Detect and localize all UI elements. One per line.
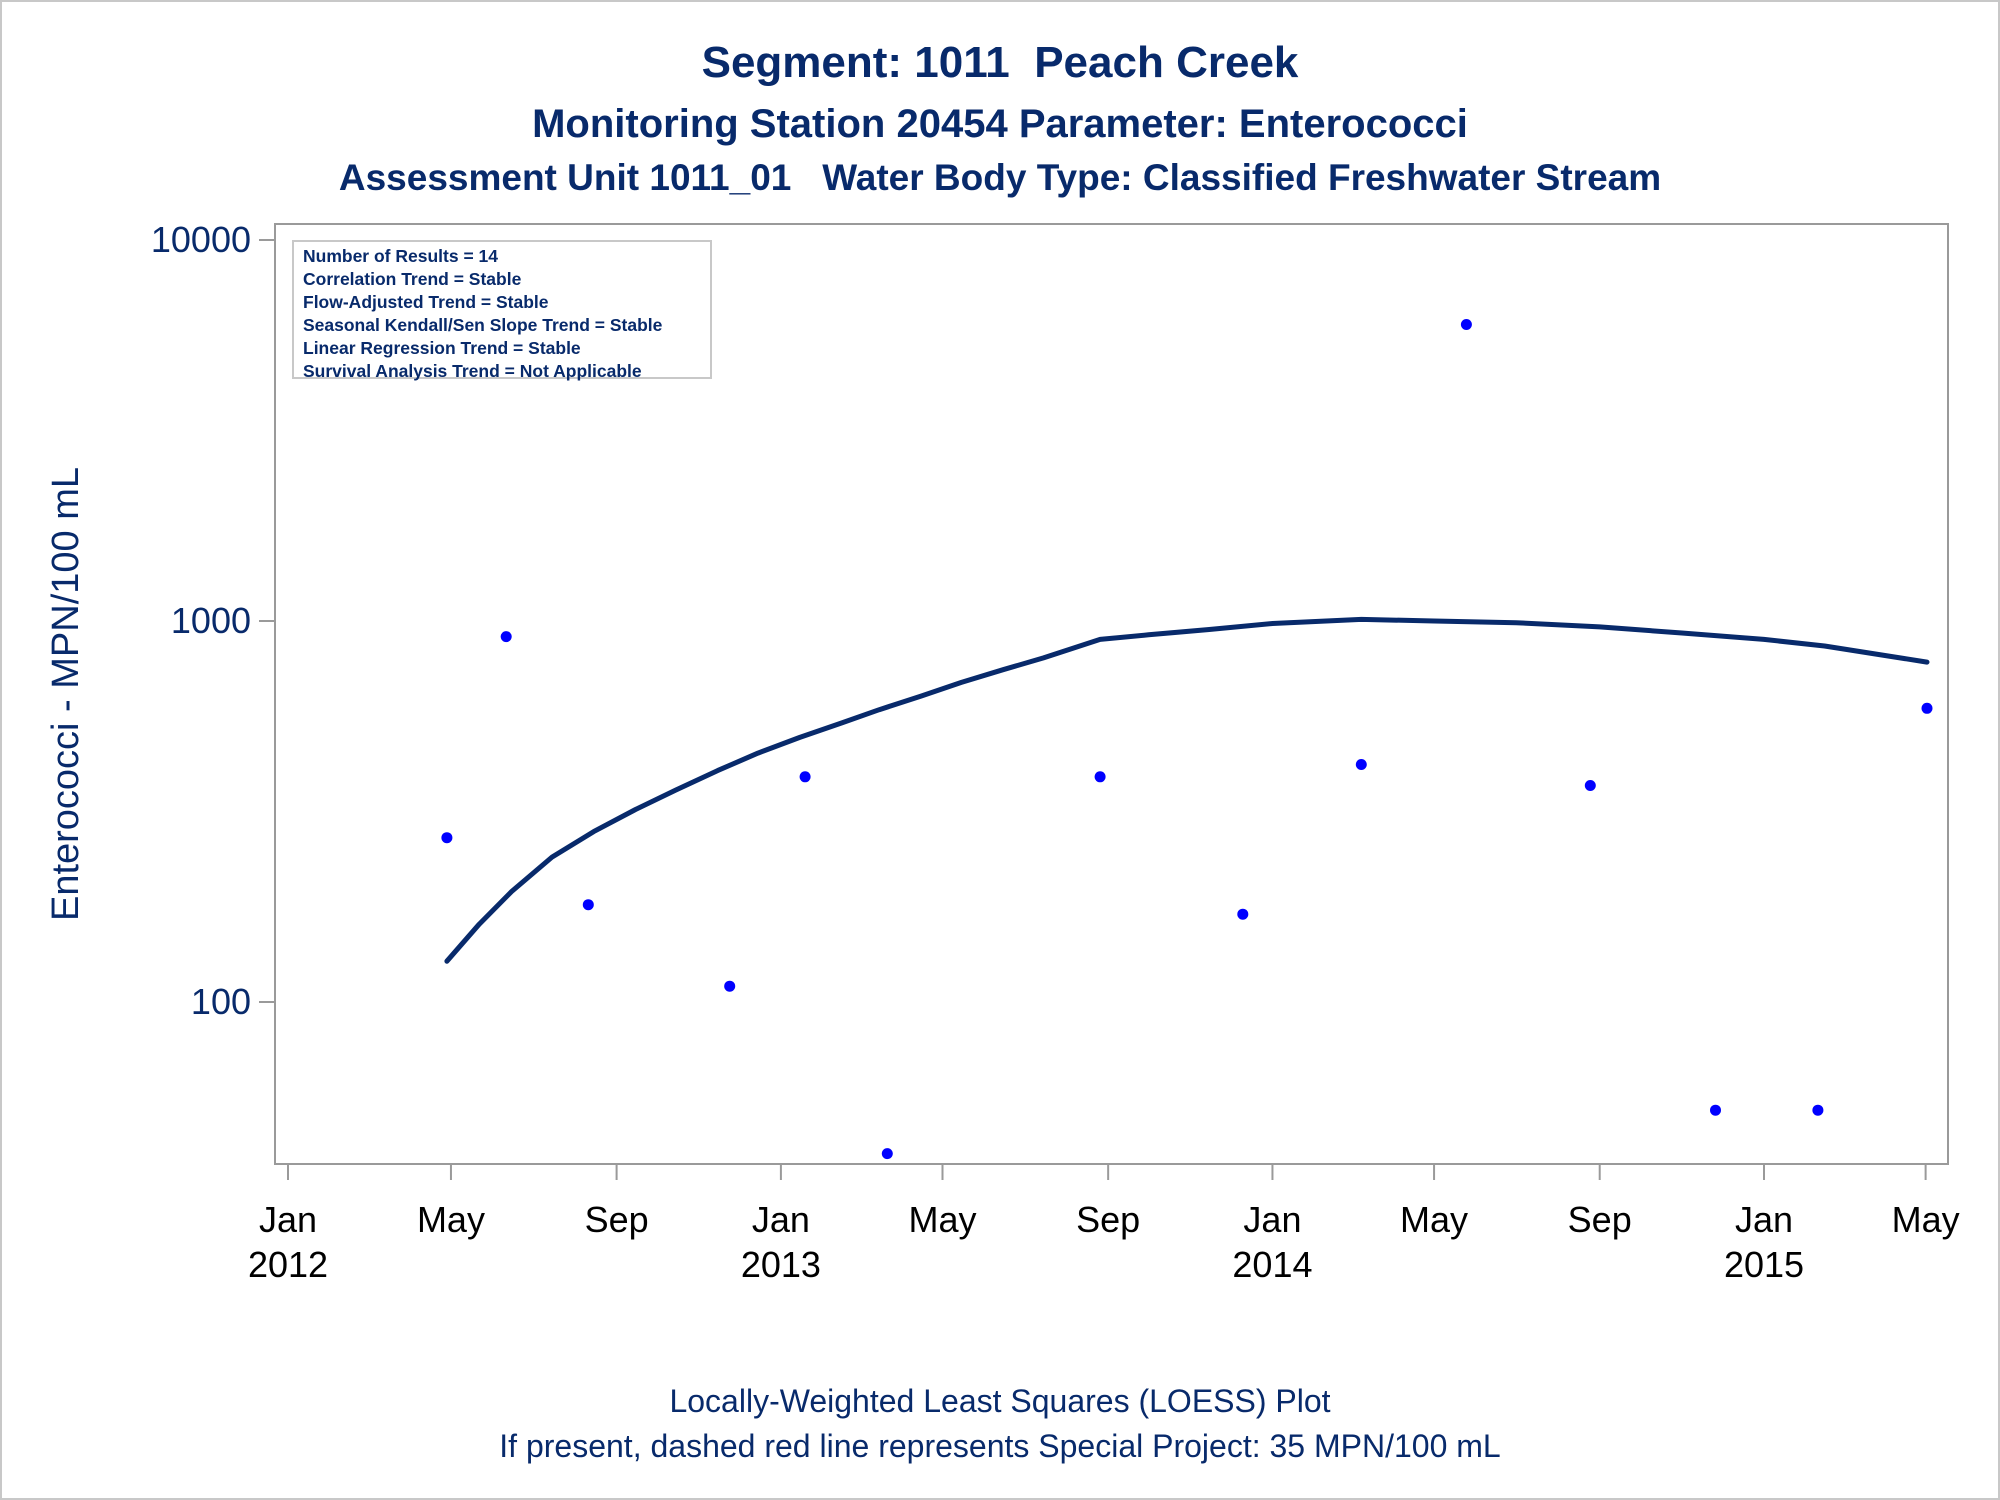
chart-subtitle-assessment: Assessment Unit 1011_01 Water Body Type:… bbox=[338, 157, 1662, 198]
x-tick-label: Jan bbox=[259, 1199, 317, 1240]
data-point bbox=[1921, 702, 1933, 714]
footnote-special-project: If present, dashed red line represents S… bbox=[499, 1428, 1501, 1464]
data-point bbox=[500, 631, 512, 643]
loess-line bbox=[444, 616, 1930, 964]
inset-line-results: Number of Results = 14 bbox=[303, 246, 498, 266]
x-tick-label: Sep bbox=[585, 1199, 649, 1240]
trend-summary-inset: Number of Results = 14 Correlation Trend… bbox=[292, 240, 712, 381]
data-point bbox=[1460, 319, 1472, 330]
y-tick-label: 100 bbox=[191, 981, 251, 1022]
x-tick-label: Jan bbox=[752, 1199, 810, 1240]
data-point bbox=[724, 980, 736, 992]
x-tick-label: 2014 bbox=[1232, 1244, 1312, 1285]
inset-line-correlation: Correlation Trend = Stable bbox=[303, 269, 522, 289]
data-point bbox=[441, 832, 453, 844]
x-tick-label: Sep bbox=[1568, 1199, 1632, 1240]
data-point bbox=[1355, 759, 1367, 770]
x-tick-label: 2012 bbox=[248, 1244, 328, 1285]
data-point bbox=[1237, 908, 1249, 920]
x-tick-label: Jan bbox=[1735, 1199, 1793, 1240]
data-point bbox=[582, 899, 594, 911]
inset-line-flow-adjusted: Flow-Adjusted Trend = Stable bbox=[303, 292, 549, 312]
inset-line-linear-regression: Linear Regression Trend = Stable bbox=[303, 338, 581, 358]
plot-area bbox=[274, 223, 1949, 1165]
data-point bbox=[1094, 771, 1106, 783]
x-tick-label: 2015 bbox=[1724, 1244, 1804, 1285]
y-tick-label: 10000 bbox=[151, 219, 251, 260]
x-tick-label: Sep bbox=[1076, 1199, 1140, 1240]
y-tick-label: 1000 bbox=[171, 600, 251, 641]
data-point bbox=[1584, 780, 1596, 791]
y-axis-title: Enterococci - MPN/100 mL bbox=[45, 467, 87, 921]
inset-line-seasonal-kendall: Seasonal Kendall/Sen Slope Trend = Stabl… bbox=[303, 315, 663, 335]
inset-line-survival: Survival Analysis Trend = Not Applicable bbox=[303, 361, 642, 381]
data-point bbox=[799, 771, 811, 783]
data-point bbox=[1812, 1104, 1824, 1116]
x-tick-label: 2013 bbox=[741, 1244, 821, 1285]
x-tick-label: May bbox=[417, 1199, 485, 1240]
x-tick-label: May bbox=[1892, 1199, 1960, 1240]
x-tick-label: May bbox=[1400, 1199, 1468, 1240]
x-tick-label: May bbox=[908, 1199, 976, 1240]
y-axis: 100 1000 10000 bbox=[151, 219, 275, 1022]
x-tick-label: Jan bbox=[1243, 1199, 1301, 1240]
footnote-loess: Locally-Weighted Least Squares (LOESS) P… bbox=[669, 1383, 1331, 1419]
data-point bbox=[1710, 1104, 1721, 1116]
data-point bbox=[881, 1148, 893, 1160]
loess-curve bbox=[444, 616, 1930, 964]
chart-title: Segment: 1011 Peach Creek bbox=[701, 38, 1299, 87]
chart-subtitle-station: Monitoring Station 20454 Parameter: Ente… bbox=[532, 102, 1468, 146]
data-points bbox=[441, 319, 1933, 1160]
